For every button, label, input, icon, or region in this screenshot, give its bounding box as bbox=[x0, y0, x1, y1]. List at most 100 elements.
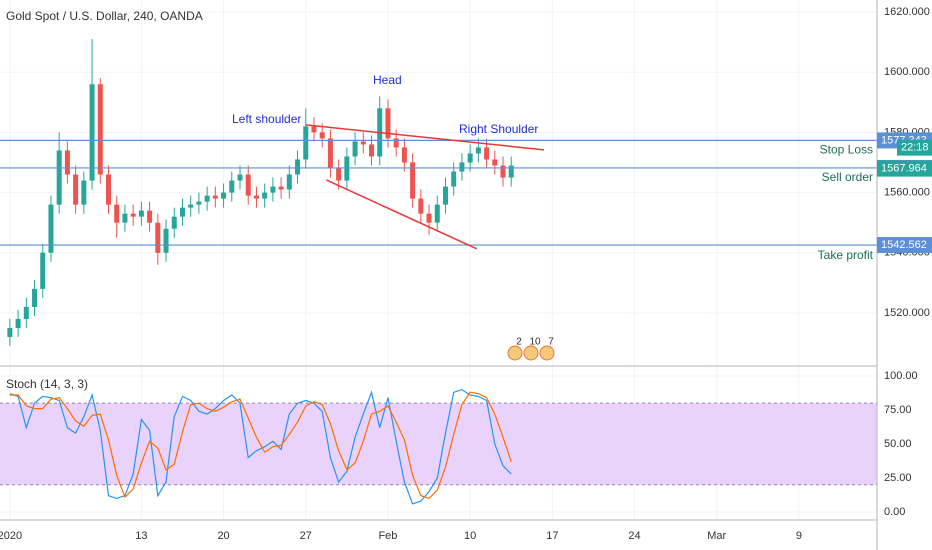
event-icon bbox=[523, 345, 539, 361]
x-tick-label: 20 bbox=[217, 530, 229, 542]
candle-body bbox=[286, 174, 292, 190]
y-tick-label: 100.00 bbox=[884, 370, 918, 382]
y-tick-label: 50.00 bbox=[884, 438, 912, 450]
y-tick-label: 25.00 bbox=[884, 472, 912, 484]
y-tick-label: 75.00 bbox=[884, 404, 912, 416]
candle-body bbox=[23, 306, 29, 319]
candle-body bbox=[401, 147, 407, 163]
candle-body bbox=[56, 150, 62, 205]
candle-body bbox=[7, 327, 13, 338]
candle-body bbox=[360, 141, 366, 145]
last-price: 1567.964 bbox=[881, 163, 927, 175]
indicator-title: Stoch (14, 3, 3) bbox=[6, 377, 88, 391]
candle-body bbox=[188, 204, 194, 208]
event-label: 10 bbox=[529, 337, 541, 348]
candle-body bbox=[179, 207, 185, 217]
candle-body bbox=[418, 198, 424, 214]
last-price-tag bbox=[877, 160, 932, 177]
annotation: Left shoulder bbox=[232, 112, 301, 126]
stoch-line bbox=[9, 388, 512, 505]
event-label: 7 bbox=[548, 337, 554, 348]
candle-body bbox=[475, 147, 481, 154]
candle-body bbox=[426, 213, 432, 223]
candle-body bbox=[410, 162, 416, 199]
candle-body bbox=[147, 210, 153, 223]
x-tick-label: 13 bbox=[135, 530, 147, 542]
candle-body bbox=[237, 174, 243, 181]
event-label: 2 bbox=[516, 337, 522, 348]
candle-body bbox=[122, 213, 128, 223]
candle-body bbox=[467, 153, 473, 163]
candle-body bbox=[500, 165, 506, 178]
candle-body bbox=[171, 216, 177, 229]
candle-body bbox=[319, 132, 325, 139]
candle-body bbox=[385, 108, 391, 139]
trend-line bbox=[325, 179, 478, 250]
candle-body bbox=[114, 204, 120, 223]
level-name: Sell order bbox=[822, 170, 873, 184]
candle-body bbox=[48, 204, 54, 253]
candle-body bbox=[89, 84, 95, 181]
x-tick-label: 9 bbox=[796, 530, 802, 542]
y-tick-label: 1620.000 bbox=[884, 6, 930, 18]
y-tick-label: 1560.000 bbox=[884, 186, 930, 198]
y-tick-label: 1520.000 bbox=[884, 307, 930, 319]
candle-body bbox=[64, 150, 70, 175]
countdown-tag bbox=[897, 139, 932, 156]
candle-body bbox=[352, 141, 358, 157]
candle-body bbox=[442, 186, 448, 205]
candle-body bbox=[204, 195, 210, 202]
candle-body bbox=[270, 186, 276, 193]
candle-body bbox=[311, 126, 317, 133]
level-name: Stop Loss bbox=[820, 143, 873, 157]
x-tick-label: 10 bbox=[464, 530, 476, 542]
chart-title: Gold Spot / U.S. Dollar, 240, OANDA bbox=[6, 9, 203, 23]
candle-body bbox=[163, 228, 169, 253]
countdown: 22:18 bbox=[901, 142, 929, 154]
stoch-line bbox=[9, 391, 512, 500]
event-icon bbox=[507, 345, 523, 361]
candle-body bbox=[336, 168, 342, 181]
candle-body bbox=[15, 318, 21, 328]
x-tick-label: 24 bbox=[628, 530, 640, 542]
price-tag bbox=[877, 237, 932, 254]
candle-body bbox=[245, 174, 251, 196]
candle-body bbox=[73, 174, 79, 205]
candle-body bbox=[459, 162, 465, 172]
price-tag-label: 1542.562 bbox=[881, 239, 927, 251]
candle-body bbox=[130, 213, 136, 217]
candle-body bbox=[303, 126, 309, 160]
candle-body bbox=[155, 222, 161, 253]
level-name: Take profit bbox=[818, 248, 874, 262]
candle-body bbox=[451, 171, 457, 187]
x-tick-label: 27 bbox=[300, 530, 312, 542]
candle-body bbox=[278, 186, 284, 190]
annotation: Right Shoulder bbox=[459, 122, 538, 136]
candle-body bbox=[40, 252, 46, 289]
candle-body bbox=[434, 204, 440, 223]
candle-body bbox=[138, 210, 144, 217]
candle-body bbox=[484, 147, 490, 160]
candle-body bbox=[253, 195, 259, 199]
candle-body bbox=[369, 144, 375, 157]
candle-body bbox=[221, 192, 227, 199]
y-tick-label: 1600.000 bbox=[884, 66, 930, 78]
event-icon bbox=[539, 345, 555, 361]
candle-body bbox=[393, 138, 399, 148]
x-tick-label: Mar bbox=[707, 530, 726, 542]
candle-body bbox=[229, 180, 235, 193]
candle-body bbox=[212, 195, 218, 199]
candle-body bbox=[81, 180, 87, 205]
annotation: Head bbox=[373, 73, 402, 87]
x-tick-label: 2020 bbox=[0, 530, 22, 542]
candle-body bbox=[508, 165, 514, 178]
plot bbox=[0, 39, 877, 505]
candle-body bbox=[32, 288, 38, 307]
candle-body bbox=[295, 159, 301, 175]
x-tick-label: 17 bbox=[546, 530, 558, 542]
candle-body bbox=[327, 138, 333, 169]
trend-line bbox=[305, 124, 545, 151]
y-tick-label: 0.00 bbox=[884, 506, 905, 518]
candle-body bbox=[492, 159, 498, 166]
